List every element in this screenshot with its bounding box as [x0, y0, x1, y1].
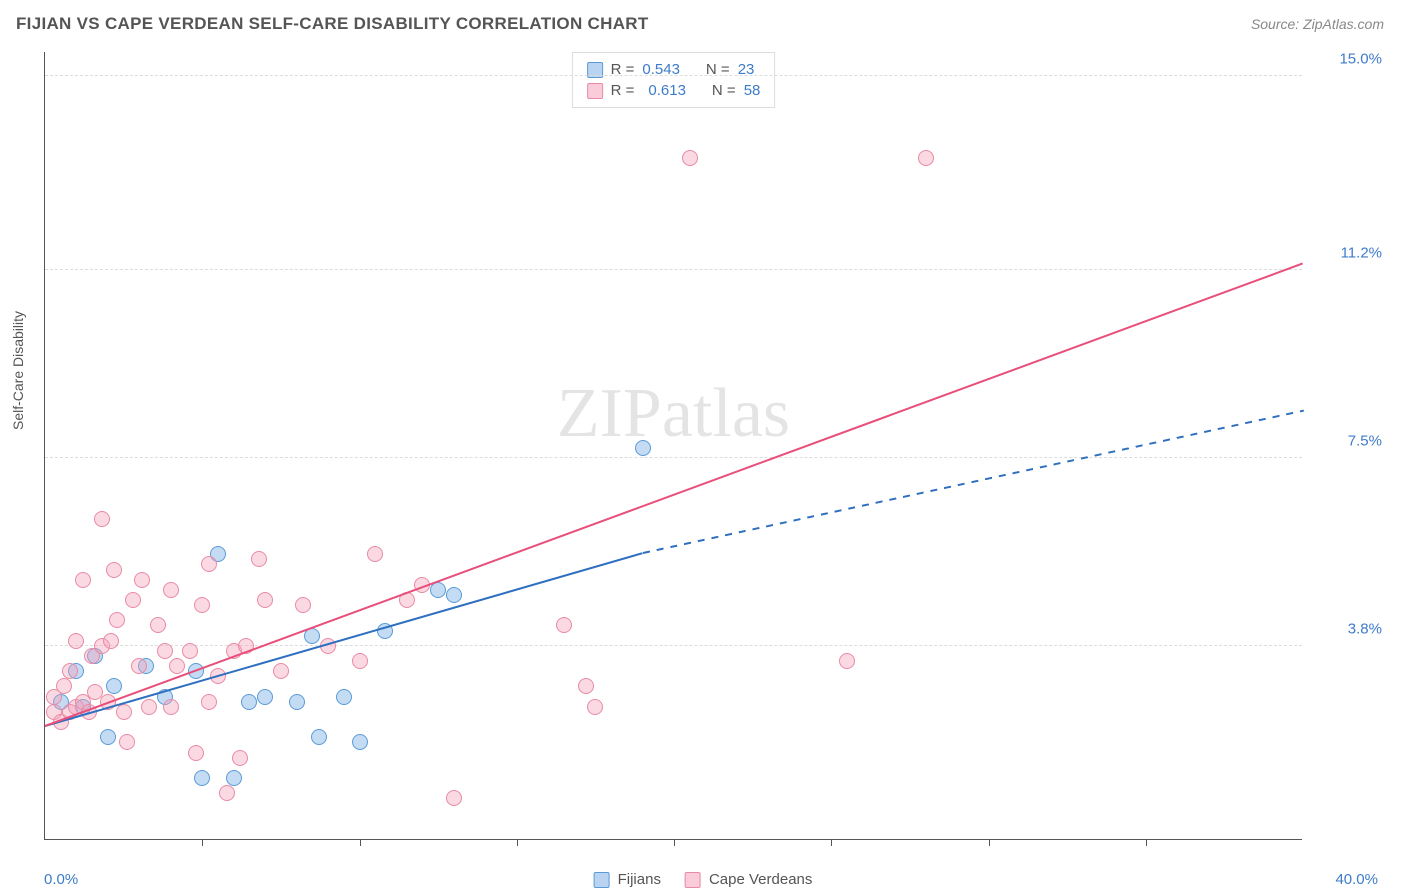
x-tick: [831, 839, 832, 846]
x-tick: [989, 839, 990, 846]
data-point: [134, 572, 150, 588]
data-point: [219, 785, 235, 801]
y-tick-label: 7.5%: [1312, 432, 1382, 449]
y-tick-label: 15.0%: [1312, 51, 1382, 68]
data-point: [251, 551, 267, 567]
plot-area: ZIPatlas R = 0.543 N = 23 R = 0.613 N = …: [44, 52, 1302, 840]
data-point: [194, 770, 210, 786]
legend-stats-row: R = 0.543 N = 23: [587, 59, 761, 80]
data-point: [75, 572, 91, 588]
data-point: [918, 150, 934, 166]
legend-item: Cape Verdeans: [685, 871, 812, 888]
trend-line: [45, 263, 1304, 728]
swatch-pink: [685, 872, 701, 888]
data-point: [311, 729, 327, 745]
data-point: [106, 562, 122, 578]
data-point: [352, 653, 368, 669]
data-point: [289, 694, 305, 710]
swatch-blue: [594, 872, 610, 888]
x-tick: [674, 839, 675, 846]
data-point: [257, 592, 273, 608]
legend-series: Fijians Cape Verdeans: [594, 871, 813, 888]
data-point: [157, 643, 173, 659]
data-point: [150, 617, 166, 633]
x-tick: [517, 839, 518, 846]
gridline: [45, 75, 1302, 76]
data-point: [106, 678, 122, 694]
data-point: [273, 663, 289, 679]
x-tick: [1146, 839, 1147, 846]
data-point: [839, 653, 855, 669]
data-point: [62, 663, 78, 679]
x-axis-max: 40.0%: [1335, 871, 1378, 888]
legend-stats: R = 0.543 N = 23 R = 0.613 N = 58: [572, 52, 776, 108]
y-tick-label: 11.2%: [1312, 244, 1382, 261]
y-axis-label: Self-Care Disability: [10, 311, 26, 430]
data-point: [103, 633, 119, 649]
gridline: [45, 457, 1302, 458]
data-point: [556, 617, 572, 633]
data-point: [94, 511, 110, 527]
source-label: Source: ZipAtlas.com: [1251, 16, 1384, 32]
legend-item: Fijians: [594, 871, 661, 888]
x-axis-min: 0.0%: [44, 871, 78, 888]
data-point: [141, 699, 157, 715]
data-point: [56, 678, 72, 694]
data-point: [182, 643, 198, 659]
data-point: [125, 592, 141, 608]
data-point: [682, 150, 698, 166]
data-point: [578, 678, 594, 694]
swatch-pink: [587, 83, 603, 99]
data-point: [169, 658, 185, 674]
watermark: ZIPatlas: [557, 374, 790, 454]
data-point: [336, 689, 352, 705]
y-tick-label: 3.8%: [1312, 620, 1382, 637]
x-tick: [202, 839, 203, 846]
data-point: [131, 658, 147, 674]
data-point: [119, 734, 135, 750]
data-point: [68, 633, 84, 649]
data-point: [446, 790, 462, 806]
data-point: [295, 597, 311, 613]
data-point: [188, 745, 204, 761]
data-point: [163, 582, 179, 598]
data-point: [446, 587, 462, 603]
data-point: [232, 750, 248, 766]
data-point: [635, 440, 651, 456]
x-tick: [360, 839, 361, 846]
data-point: [100, 729, 116, 745]
data-point: [201, 556, 217, 572]
chart-title: FIJIAN VS CAPE VERDEAN SELF-CARE DISABIL…: [16, 14, 649, 34]
data-point: [163, 699, 179, 715]
legend-stats-row: R = 0.613 N = 58: [587, 80, 761, 101]
data-point: [201, 694, 217, 710]
gridline: [45, 269, 1302, 270]
data-point: [109, 612, 125, 628]
data-point: [367, 546, 383, 562]
data-point: [226, 770, 242, 786]
data-point: [241, 694, 257, 710]
data-point: [587, 699, 603, 715]
data-point: [116, 704, 132, 720]
data-point: [194, 597, 210, 613]
data-point: [352, 734, 368, 750]
trend-line: [642, 410, 1303, 554]
data-point: [257, 689, 273, 705]
